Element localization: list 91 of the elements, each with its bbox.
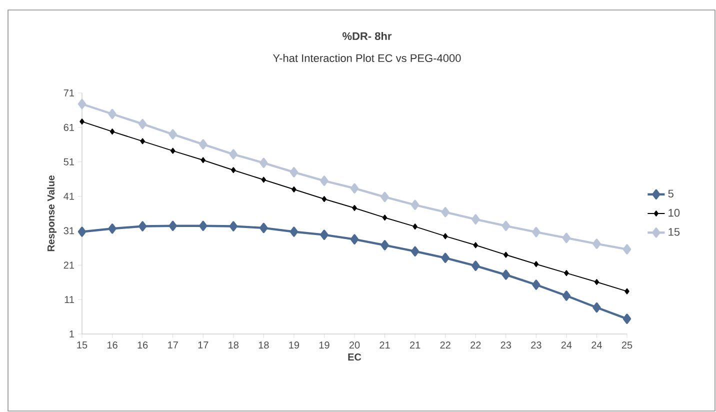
point — [260, 158, 268, 168]
point — [320, 176, 328, 186]
legend-label: 15 — [668, 228, 680, 236]
point — [138, 118, 147, 130]
x-tick-label: 24 — [561, 342, 572, 348]
point — [564, 270, 569, 276]
point — [594, 279, 600, 285]
point — [292, 186, 296, 192]
legend-label: 5 — [668, 190, 674, 198]
point — [231, 167, 236, 174]
x-tick-label: 18 — [228, 342, 239, 349]
point — [78, 98, 86, 110]
point — [532, 280, 540, 290]
x-tick-label: 21 — [380, 342, 390, 348]
x-tick-label: 19 — [289, 342, 300, 349]
y-tick-label: 21 — [64, 262, 74, 269]
x-axis-title: EC — [348, 353, 362, 361]
x-tick-label: 15 — [77, 342, 88, 348]
point — [199, 139, 208, 150]
point — [138, 221, 147, 232]
y-tick-label: 71 — [64, 90, 74, 96]
point — [380, 192, 389, 202]
point — [442, 233, 448, 240]
y-tick-label: 41 — [64, 192, 74, 200]
x-tick-label: 23 — [531, 342, 542, 349]
point — [504, 252, 508, 258]
point — [502, 220, 510, 231]
point — [168, 129, 177, 140]
point — [562, 290, 571, 301]
point — [350, 183, 359, 194]
point — [110, 128, 115, 135]
point — [290, 226, 298, 237]
x-tick-label: 22 — [440, 342, 450, 348]
point — [562, 232, 571, 244]
point — [502, 270, 510, 280]
point — [320, 230, 328, 240]
y-tick-label: 11 — [64, 296, 74, 303]
point — [170, 148, 176, 154]
x-tick-label: 17 — [198, 342, 208, 348]
point — [622, 314, 632, 324]
x-tick-label: 16 — [138, 342, 148, 349]
point — [290, 167, 298, 178]
point — [229, 149, 238, 160]
y-axis-title: Response Value — [47, 175, 56, 252]
x-tick-label: 16 — [107, 342, 118, 349]
point — [140, 138, 145, 144]
x-tick-label: 21 — [410, 342, 420, 348]
point — [80, 118, 84, 125]
y-tick-label: 61 — [64, 124, 74, 131]
x-tick-label: 18 — [258, 342, 269, 349]
x-tick-label: 23 — [500, 342, 512, 349]
y-tick-label: 51 — [64, 158, 74, 166]
point — [624, 288, 630, 294]
point — [168, 220, 177, 231]
x-tick-label: 17 — [168, 342, 178, 348]
point — [412, 224, 418, 230]
point — [108, 108, 116, 120]
x-tick-label: 22 — [470, 342, 481, 348]
point — [322, 196, 327, 202]
point — [108, 224, 116, 234]
point — [441, 207, 450, 218]
x-tick-label: 20 — [349, 342, 360, 349]
point — [78, 226, 86, 237]
point — [622, 244, 632, 254]
point — [592, 302, 601, 313]
y-tick-label: 1 — [70, 330, 74, 338]
x-tick-label: 19 — [319, 342, 330, 349]
point — [380, 240, 389, 250]
point — [200, 157, 206, 164]
chart-subtitle: Y-hat Interaction Plot EC vs PEG-4000 — [272, 54, 461, 62]
point — [532, 226, 540, 238]
point — [261, 176, 266, 183]
point — [472, 214, 480, 224]
chart-title: %DR- 8hr — [342, 32, 392, 40]
point — [410, 200, 420, 210]
point — [260, 222, 268, 234]
point — [382, 214, 388, 221]
point — [410, 246, 420, 256]
point — [472, 260, 480, 271]
y-tick-label: 31 — [64, 227, 74, 234]
x-tick-label: 24 — [592, 342, 602, 348]
point — [350, 234, 359, 244]
point — [199, 220, 208, 231]
point — [534, 261, 539, 268]
point — [441, 252, 450, 263]
point — [473, 242, 478, 248]
point — [352, 204, 357, 211]
point — [229, 221, 238, 232]
legend-label: 10 — [668, 208, 680, 217]
point — [592, 238, 601, 249]
x-tick-label: 25 — [622, 342, 632, 349]
